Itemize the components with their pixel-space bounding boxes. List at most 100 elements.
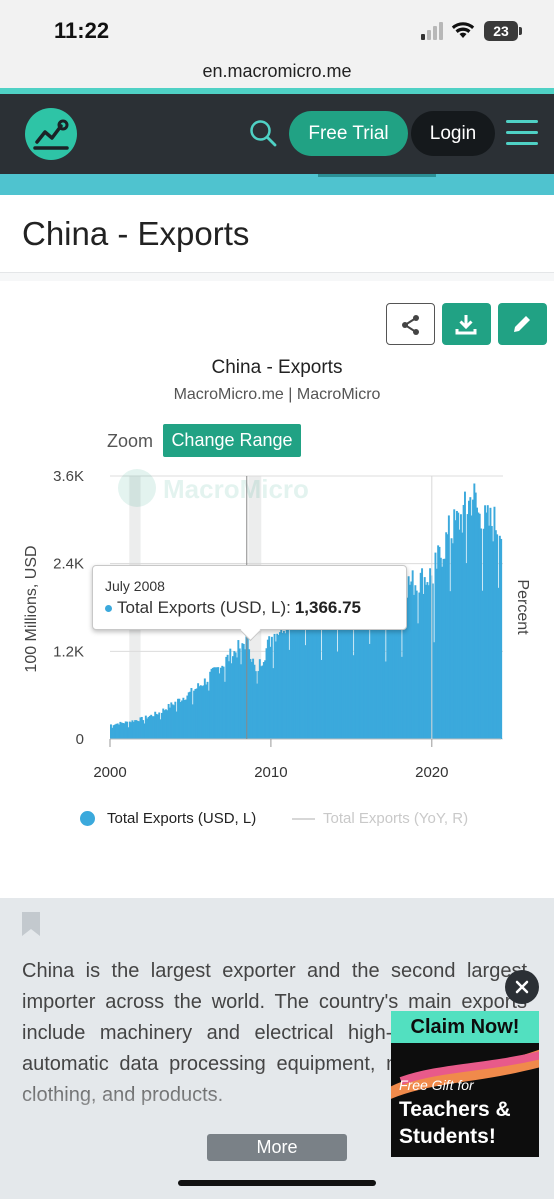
login-button[interactable]: Login — [411, 111, 495, 156]
hamburger-menu-icon[interactable] — [506, 118, 538, 148]
tooltip-series-dot — [105, 605, 112, 613]
promo-ad[interactable]: Claim Now! Free Gift for Teachers & Stud… — [391, 1011, 539, 1157]
bar — [358, 593, 361, 739]
bar — [466, 514, 469, 739]
bar — [395, 586, 398, 739]
cellular-signal-icon — [421, 22, 447, 40]
bar — [233, 651, 236, 739]
bar — [131, 720, 134, 739]
bar — [303, 617, 306, 739]
search-icon[interactable] — [248, 118, 278, 148]
bar — [111, 727, 114, 739]
bar — [256, 683, 259, 739]
bar — [341, 588, 344, 739]
bar — [376, 612, 379, 739]
bar — [383, 589, 386, 739]
bar — [155, 713, 158, 739]
bar — [186, 695, 189, 739]
bar — [337, 578, 340, 739]
bar — [139, 717, 142, 739]
bar — [128, 721, 131, 739]
ad-teachers: Teachers & — [399, 1098, 511, 1121]
bar — [418, 592, 421, 739]
bar — [354, 597, 356, 739]
home-indicator[interactable] — [178, 1180, 376, 1186]
ad-close-button[interactable] — [505, 970, 539, 1004]
bar — [492, 541, 495, 739]
legend-marker-exports — [80, 811, 95, 826]
bar — [442, 558, 445, 739]
tooltip-date: July 2008 — [105, 578, 165, 594]
macromicro-logo[interactable] — [25, 108, 77, 160]
bar — [331, 578, 334, 739]
bar — [147, 716, 150, 739]
bar — [360, 604, 363, 739]
bar — [308, 618, 311, 739]
bar — [203, 678, 206, 739]
bar — [205, 684, 208, 739]
bar — [207, 690, 210, 739]
edit-button[interactable] — [498, 303, 547, 345]
bar — [135, 720, 138, 739]
bar — [168, 707, 171, 739]
download-button[interactable] — [442, 303, 491, 345]
bar — [210, 668, 213, 739]
bar — [280, 619, 283, 739]
bar — [163, 710, 166, 739]
bar — [465, 563, 468, 739]
free-trial-button[interactable]: Free Trial — [289, 111, 408, 156]
bar — [178, 698, 181, 739]
bar — [488, 525, 491, 739]
bar — [396, 599, 399, 739]
bar — [179, 701, 182, 739]
bar — [476, 507, 478, 739]
bar — [289, 617, 292, 739]
bar — [167, 703, 170, 739]
bar — [222, 666, 225, 739]
bar — [469, 497, 472, 739]
bar — [119, 721, 122, 739]
bar — [226, 654, 229, 739]
bar — [151, 716, 154, 739]
bar — [206, 681, 209, 739]
bar — [363, 588, 366, 739]
bar — [244, 649, 247, 739]
bar — [398, 596, 401, 739]
url-bar[interactable]: en.macromicro.me — [0, 58, 554, 88]
bar — [195, 688, 198, 739]
bar — [494, 530, 497, 739]
legend-item-total-exports-yoy[interactable]: Total Exports (YoY, R) — [323, 810, 469, 827]
bar — [292, 628, 295, 739]
bar — [419, 572, 422, 739]
bar — [166, 710, 169, 739]
bar — [321, 609, 324, 739]
bar — [490, 526, 493, 739]
bar — [472, 499, 474, 739]
change-range-button[interactable]: Change Range — [163, 424, 301, 457]
bookmark-icon[interactable] — [22, 912, 40, 936]
bar — [351, 599, 354, 739]
bar — [368, 643, 371, 739]
bar — [285, 617, 288, 739]
share-button[interactable] — [386, 303, 435, 345]
bar — [274, 641, 277, 739]
bar — [288, 649, 291, 739]
bar — [404, 598, 407, 739]
bar — [276, 633, 279, 739]
bar — [402, 584, 405, 739]
bar — [481, 590, 484, 739]
bar — [254, 671, 257, 739]
bar — [304, 645, 307, 739]
bar — [461, 532, 464, 739]
bar — [427, 585, 430, 739]
bar — [434, 552, 437, 739]
bar — [352, 655, 355, 739]
x-tick-label: 2000 — [93, 764, 126, 781]
more-button[interactable]: More — [207, 1134, 347, 1161]
bar — [174, 701, 177, 739]
bar — [489, 507, 492, 739]
legend-item-total-exports[interactable]: Total Exports (USD, L) — [107, 810, 257, 827]
bar — [484, 505, 487, 739]
bar — [336, 651, 339, 739]
download-icon — [455, 315, 477, 335]
